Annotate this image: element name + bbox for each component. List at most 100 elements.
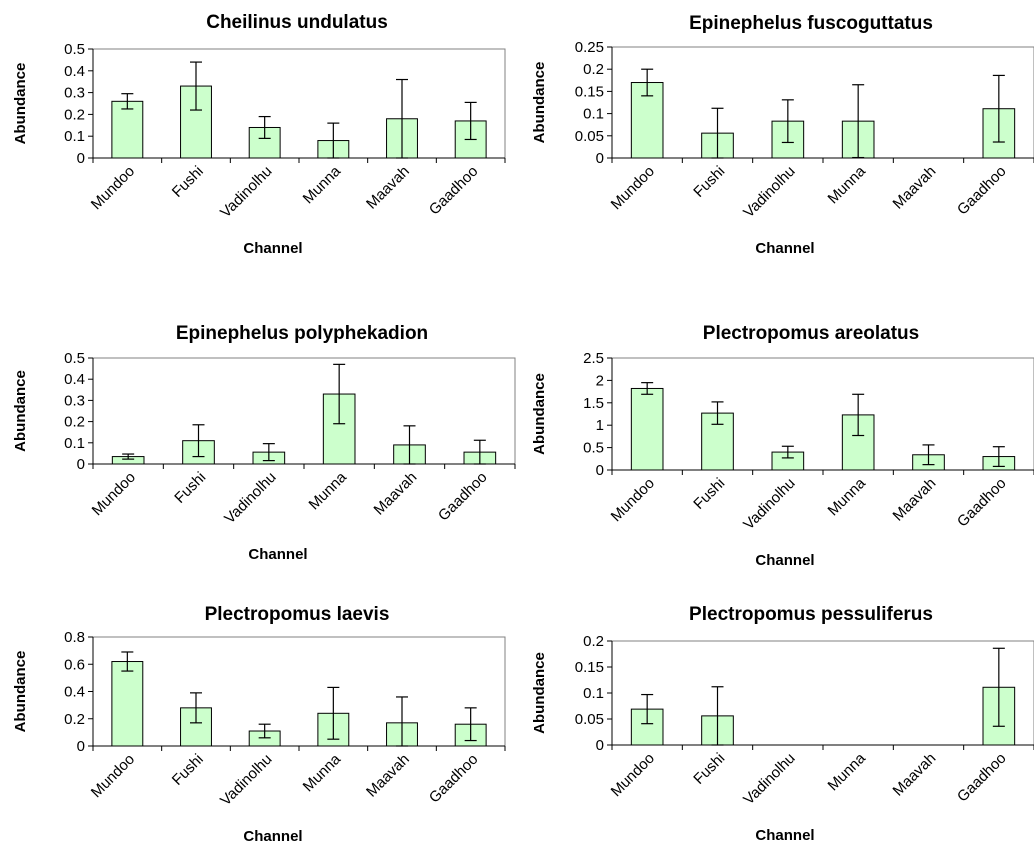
y-axis-label: Abundance [531, 373, 548, 455]
y-tick-label: 0.5 [583, 440, 604, 457]
y-tick-label: 0.5 [64, 350, 85, 367]
x-tick-label: Mundoo [608, 475, 658, 525]
bar [111, 100, 144, 159]
x-tick-label: Fushi [690, 475, 728, 513]
x-tick-label: Fushi [171, 469, 209, 507]
y-tick-label: 1.5 [583, 395, 604, 412]
y-tick-label: 1 [596, 417, 604, 434]
y-tick-label: 0.8 [64, 629, 85, 646]
x-tick-label: Munna [300, 162, 345, 207]
x-tick-label: Maavah [890, 475, 940, 525]
x-tick-label: Munna [306, 468, 351, 513]
y-tick-label: 0.2 [64, 414, 85, 431]
chart-panel: Epinephelus polyphekadion 0 0.1 0.2 0.3 0.4 0.… [12, 323, 516, 563]
x-axis-label: Channel [243, 240, 302, 257]
x-axis-label: Channel [248, 546, 307, 563]
chart-title: Epinephelus polyphekadion [176, 323, 428, 344]
x-tick-label: Vadinolhu [221, 469, 279, 527]
x-axis-label: Channel [755, 827, 814, 844]
x-tick-label: Mundoo [88, 751, 138, 801]
plot-area [611, 46, 1034, 159]
x-tick-label: Fushi [690, 163, 728, 201]
y-tick-label: 0.4 [64, 684, 85, 701]
x-tick-label: Gaadhoo [954, 750, 1010, 806]
x-tick-label: Vadinolhu [740, 475, 798, 533]
plot-area [611, 640, 1034, 746]
x-tick-label: Munna [825, 474, 870, 519]
plot-area [92, 636, 506, 747]
x-tick-label: Fushi [169, 163, 207, 201]
y-tick-label: 0 [596, 150, 604, 167]
y-tick-label: 0 [596, 462, 604, 479]
y-axis-label: Abundance [531, 62, 548, 144]
y-axis-label: Abundance [12, 370, 29, 452]
x-tick-label: Vadinolhu [740, 750, 798, 808]
y-axis-label: Abundance [12, 651, 29, 733]
x-tick-label: Gaadhoo [954, 163, 1010, 219]
y-tick-label: 0.1 [583, 106, 604, 123]
y-tick-label: 0.4 [64, 63, 85, 80]
x-tick-label: Mundoo [608, 163, 658, 213]
y-tick-label: 0.2 [583, 633, 604, 650]
y-tick-label: 0 [77, 738, 85, 755]
y-tick-label: 0.1 [64, 435, 85, 452]
x-tick-label: Vadinolhu [217, 751, 275, 809]
y-tick-label: 0.6 [64, 656, 85, 673]
y-tick-label: 0.1 [64, 128, 85, 145]
y-tick-label: 0.05 [575, 128, 604, 145]
chart-panel: Cheilinus undulatus 0 0.1 0.2 0.3 0.4 0.5 Abund… [12, 12, 506, 257]
chart-title: Epinephelus fuscoguttatus [689, 13, 933, 34]
y-tick-label: 0.3 [64, 392, 85, 409]
y-tick-label: 0 [77, 456, 85, 473]
x-tick-label: Vadinolhu [217, 163, 275, 221]
y-tick-label: 0.05 [575, 711, 604, 728]
y-tick-label: 0.2 [583, 61, 604, 78]
y-tick-label: 0.25 [575, 39, 604, 56]
y-tick-label: 0.3 [64, 85, 85, 102]
y-tick-label: 0.1 [583, 685, 604, 702]
y-tick-label: 0 [77, 150, 85, 167]
plot-area [611, 357, 1034, 471]
plot-area [92, 357, 516, 465]
x-tick-label: Gaadhoo [954, 475, 1010, 531]
chart-panel: Plectropomus pessuliferus 0 0.05 0.1 0.15 0.2… [531, 604, 1034, 844]
x-tick-label: Fushi [169, 751, 207, 789]
x-tick-label: Munna [825, 749, 870, 794]
y-axis-label: Abundance [531, 652, 548, 734]
x-tick-label: Mundoo [608, 750, 658, 800]
x-tick-label: Gaadhoo [426, 751, 482, 807]
x-tick-label: Munna [825, 162, 870, 207]
x-tick-label: Gaadhoo [435, 469, 491, 525]
y-tick-label: 2.5 [583, 350, 604, 367]
y-axis-label: Abundance [12, 63, 29, 145]
x-axis-label: Channel [755, 552, 814, 569]
x-tick-label: Maavah [363, 751, 413, 801]
y-tick-label: 0.4 [64, 371, 85, 388]
y-tick-label: 0.2 [64, 106, 85, 123]
x-tick-label: Maavah [890, 750, 940, 800]
y-tick-label: 0.5 [64, 41, 85, 58]
chart-panel: Plectropomus areolatus 0 0.5 1 1.5 2 2.5 Abunda… [531, 323, 1034, 569]
x-tick-label: Maavah [890, 163, 940, 213]
y-tick-label: 0.15 [575, 659, 604, 676]
chart-panel: Plectropomus laevis 0 0.2 0.4 0.6 0.8 Abundanc… [12, 604, 506, 845]
chart-title: Cheilinus undulatus [206, 12, 388, 33]
x-tick-label: Maavah [371, 469, 421, 519]
plot-area [92, 48, 506, 159]
x-tick-label: Vadinolhu [740, 163, 798, 221]
x-tick-label: Mundoo [89, 469, 139, 519]
x-tick-label: Mundoo [88, 163, 138, 213]
x-tick-label: Gaadhoo [426, 163, 482, 219]
x-tick-label: Maavah [363, 163, 413, 213]
x-axis-label: Channel [755, 240, 814, 257]
chart-title: Plectropomus areolatus [703, 323, 919, 344]
x-tick-label: Fushi [690, 750, 728, 788]
bar [630, 387, 664, 471]
chart-title: Plectropomus pessuliferus [689, 604, 933, 625]
bar [111, 661, 144, 747]
x-tick-label: Munna [300, 750, 345, 795]
chart-title: Plectropomus laevis [205, 604, 390, 625]
y-tick-label: 2 [596, 372, 604, 389]
y-tick-label: 0.15 [575, 83, 604, 100]
